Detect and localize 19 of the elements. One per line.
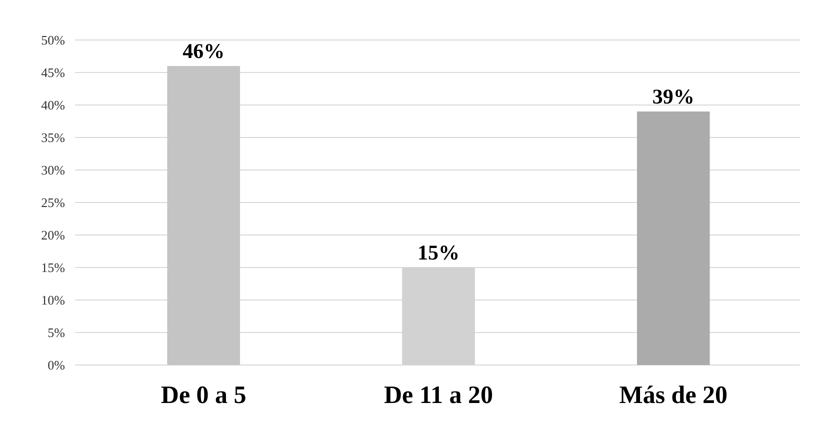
y-tick-label: 30% <box>41 162 66 178</box>
y-tick-label: 35% <box>41 130 66 146</box>
y-tick-label: 5% <box>48 325 66 340</box>
data-label: 39% <box>652 84 694 108</box>
y-tick-label: 10% <box>41 292 66 308</box>
y-tick-label: 0% <box>48 358 66 373</box>
data-label: 46% <box>182 39 225 63</box>
data-label: 15% <box>418 240 460 264</box>
bar <box>167 66 240 365</box>
x-tick-label: Más de 20 <box>619 382 728 409</box>
y-tick-label: 45% <box>41 65 66 80</box>
bar <box>636 112 710 365</box>
y-tick-label: 20% <box>41 228 66 243</box>
y-tick-label: 25% <box>41 195 66 210</box>
x-tick-label: De 0 a 5 <box>160 382 246 409</box>
y-tick-label: 50% <box>41 32 66 48</box>
y-tick-label: 15% <box>41 260 66 276</box>
x-tick-label: De 11 a 20 <box>384 382 494 409</box>
y-tick-label: 40% <box>41 98 66 113</box>
